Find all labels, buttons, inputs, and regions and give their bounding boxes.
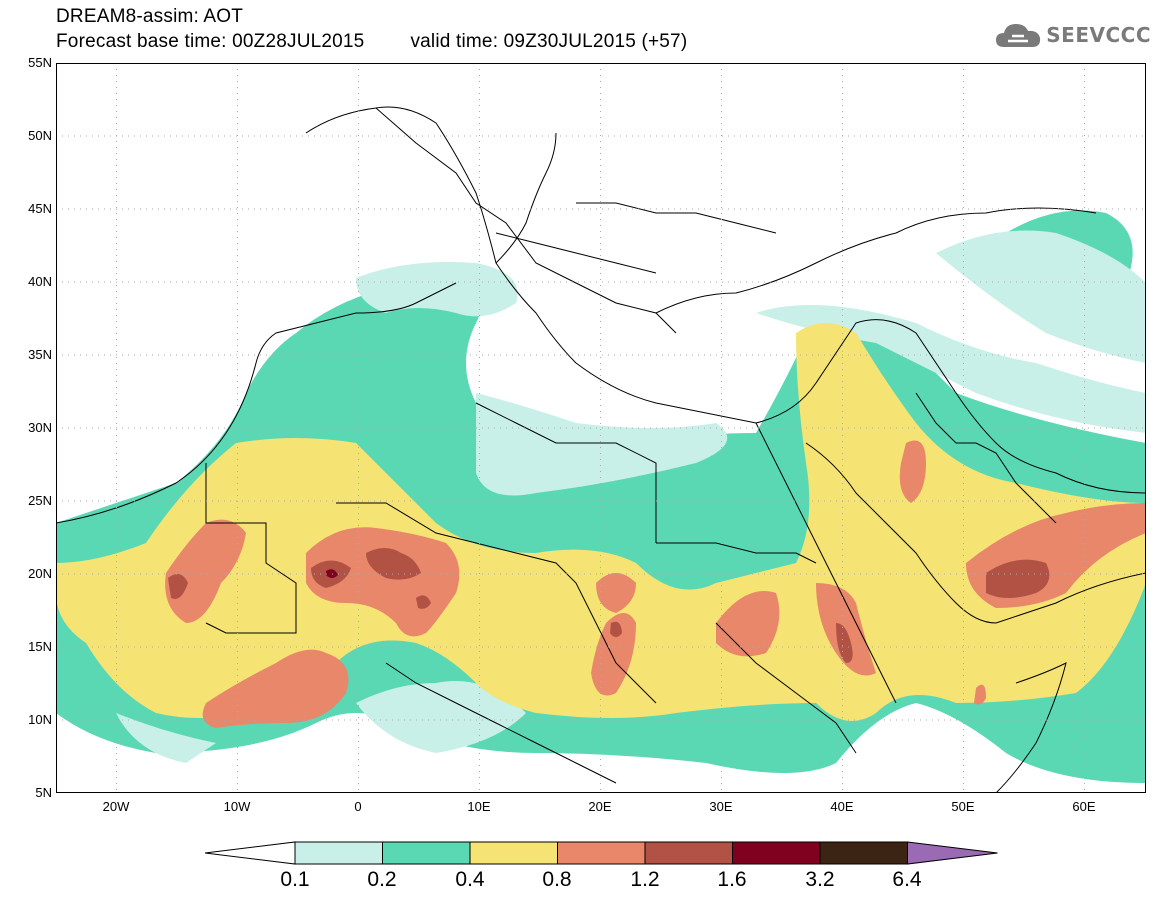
cloud-icon [996, 24, 1041, 47]
legend-swatch [644, 841, 733, 865]
lat-label: 30N [28, 420, 52, 435]
legend-threshold: 0.2 [367, 868, 397, 891]
forecast-base-time: Forecast base time: 00Z28JUL2015 [56, 31, 365, 52]
forecast-times: Forecast base time: 00Z28JUL2015 valid ti… [56, 31, 687, 53]
map-title: DREAM8-assim: AOT [56, 6, 244, 27]
legend-threshold: 6.4 [892, 868, 922, 891]
map-frame [56, 63, 1146, 793]
legend-swatch [819, 841, 908, 865]
lat-label: 5N [35, 785, 52, 800]
lon-label: 30E [709, 799, 733, 814]
lat-label: 50N [28, 128, 52, 143]
lon-label: 0 [354, 799, 362, 814]
lat-label: 55N [28, 55, 52, 70]
legend-threshold: 0.8 [542, 868, 572, 891]
legend-swatch [294, 841, 383, 865]
legend-swatch [557, 841, 646, 865]
lat-label: 45N [28, 201, 52, 216]
lon-label: 10E [467, 799, 491, 814]
legend-threshold: 3.2 [805, 868, 835, 891]
lon-label: 20E [588, 799, 612, 814]
lon-label: 10W [223, 799, 251, 814]
color-legend [205, 841, 998, 865]
legend-arrow-low [205, 841, 296, 865]
lon-label: 40E [830, 799, 854, 814]
lon-label: 20W [102, 799, 130, 814]
lat-label: 25N [28, 493, 52, 508]
aot-band-1-2 [168, 548, 1050, 663]
logo-text: SEEVCCC [1046, 23, 1151, 47]
valid-time: valid time: 09Z30JUL2015 (+57) [410, 31, 688, 52]
lat-label: 15N [28, 639, 52, 654]
legend-swatch [732, 841, 821, 865]
legend-swatch [382, 841, 471, 865]
legend-threshold: 0.4 [455, 868, 485, 891]
legend-threshold: 1.6 [717, 868, 747, 891]
lat-label: 20N [28, 566, 52, 581]
lat-label: 40N [28, 274, 52, 289]
legend-arrow-high [907, 841, 998, 865]
legend-swatch [469, 841, 558, 865]
lon-label: 50E [951, 799, 975, 814]
seevccc-logo: SEEVCCC [994, 20, 1151, 50]
coastlines-and-borders [56, 106, 1146, 793]
legend-threshold: 1.2 [630, 868, 660, 891]
lat-label: 10N [28, 712, 52, 727]
lon-label: 60E [1072, 799, 1096, 814]
aot-band-0-1 [116, 230, 1146, 763]
aot-map [56, 63, 1146, 793]
aot-band-0-4 [56, 323, 1146, 721]
lat-label: 35N [28, 347, 52, 362]
legend-threshold: 0.1 [280, 868, 310, 891]
